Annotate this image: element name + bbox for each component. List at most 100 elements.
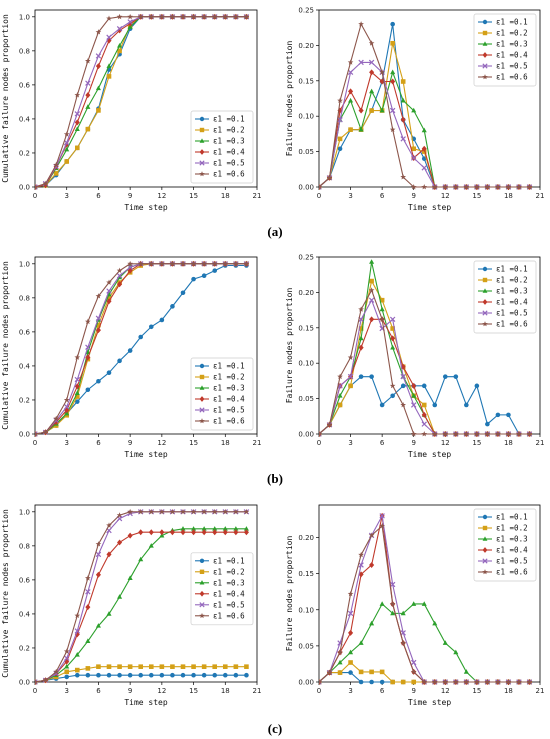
data-point (106, 672, 112, 678)
data-point (358, 344, 364, 351)
data-point (368, 532, 375, 538)
y-tick-label: 0.00 (298, 431, 314, 439)
data-point (201, 273, 207, 279)
y-tick-label: 0.05 (298, 642, 314, 650)
legend-box (190, 357, 254, 431)
data-point (526, 184, 533, 190)
legend-marker (199, 138, 205, 143)
data-point (400, 116, 406, 123)
legend-marker (482, 266, 488, 272)
legend: ε1 =0.1 ε1 =0.2 ε1 =0.3 ε1 =0.4 ε1 =0.5 ε1 =0… (473, 13, 537, 87)
data-point (526, 431, 533, 437)
legend-marker (199, 374, 205, 380)
data-point (116, 267, 123, 274)
data-point (442, 374, 448, 379)
data-point (516, 679, 522, 685)
data-point (138, 334, 144, 340)
chart-panel-4: 0 3 6 9 12 15 18 21 0.00 0.05 0.10 0.15 0.20 0.25 Time… (285, 254, 544, 460)
data-point (106, 298, 112, 305)
data-point (358, 126, 364, 132)
data-point (96, 672, 101, 678)
data-point (379, 669, 385, 675)
data-point (95, 571, 101, 578)
data-point (400, 640, 407, 646)
data-point (526, 679, 533, 685)
y-tick-label: 0.0 (19, 431, 30, 439)
data-point (400, 373, 406, 380)
legend-label: ε1 =0.2 (213, 126, 245, 135)
series-6 (319, 522, 533, 685)
data-point (319, 431, 322, 437)
data-point (85, 672, 91, 678)
y-axis-label: Cumulative failure nodes proportion (1, 14, 10, 183)
y-tick-label: 1.0 (19, 13, 30, 21)
data-point (85, 58, 91, 64)
data-point (474, 679, 480, 685)
legend-marker (482, 547, 488, 553)
data-point (53, 419, 59, 426)
data-point (180, 260, 186, 267)
data-point (452, 184, 459, 190)
legend-marker (199, 558, 205, 563)
y-tick-label: 0.6 (19, 328, 31, 336)
data-point (390, 21, 395, 27)
data-point (85, 354, 91, 361)
data-point (421, 431, 428, 437)
y-tick-label: 0.20 (298, 534, 314, 542)
data-point (463, 669, 469, 674)
data-point (390, 69, 396, 75)
data-point (358, 335, 364, 341)
data-point (369, 561, 375, 568)
data-point (106, 295, 112, 301)
data-point (85, 589, 91, 595)
data-point (42, 677, 49, 683)
data-point (369, 374, 374, 379)
data-point (484, 184, 491, 190)
data-point (432, 402, 438, 408)
data-point (85, 344, 91, 350)
legend-marker (199, 171, 205, 177)
data-point (138, 556, 144, 562)
data-point (180, 508, 186, 515)
data-point (159, 13, 165, 20)
data-point (222, 664, 228, 669)
x-tick-label: 21 (536, 439, 545, 447)
data-point (127, 20, 133, 27)
legend-marker (199, 160, 205, 166)
data-point (337, 649, 343, 655)
data-point (64, 146, 70, 152)
data-point (390, 78, 396, 85)
data-point (369, 679, 374, 685)
data-point (180, 526, 186, 531)
x-tick-label: 6 (380, 192, 385, 200)
data-point (117, 27, 123, 34)
data-point (347, 354, 354, 360)
data-point (347, 373, 354, 380)
data-point (211, 508, 218, 515)
data-point (180, 529, 186, 536)
legend-marker (199, 385, 205, 390)
data-point (410, 668, 417, 675)
data-point (74, 383, 80, 390)
data-point (453, 649, 459, 655)
x-tick-label: 9 (128, 687, 132, 695)
data-point (400, 679, 406, 685)
legend-marker (482, 310, 488, 316)
x-tick-label: 21 (253, 439, 262, 447)
data-point (127, 508, 133, 515)
data-point (127, 575, 133, 581)
legend: ε1 =0.1 ε1 =0.2 ε1 =0.3 ε1 =0.4 ε1 =0.5 ε1 =0… (473, 260, 537, 334)
x-tick-label: 0 (317, 687, 321, 695)
legend-marker (199, 418, 205, 424)
legend: ε1 =0.1 ε1 =0.2 ε1 =0.3 ε1 =0.4 ε1 =0.5 ε1 =0… (190, 357, 254, 431)
data-point (74, 628, 81, 634)
data-point (35, 184, 38, 190)
data-point (233, 13, 239, 20)
data-point (191, 672, 196, 678)
data-point (421, 421, 427, 427)
data-point (411, 107, 417, 113)
data-point (95, 327, 101, 334)
y-tick-label: 0.8 (19, 47, 30, 55)
legend-marker (482, 41, 488, 46)
legend-label: ε1 =0.2 (496, 29, 528, 38)
